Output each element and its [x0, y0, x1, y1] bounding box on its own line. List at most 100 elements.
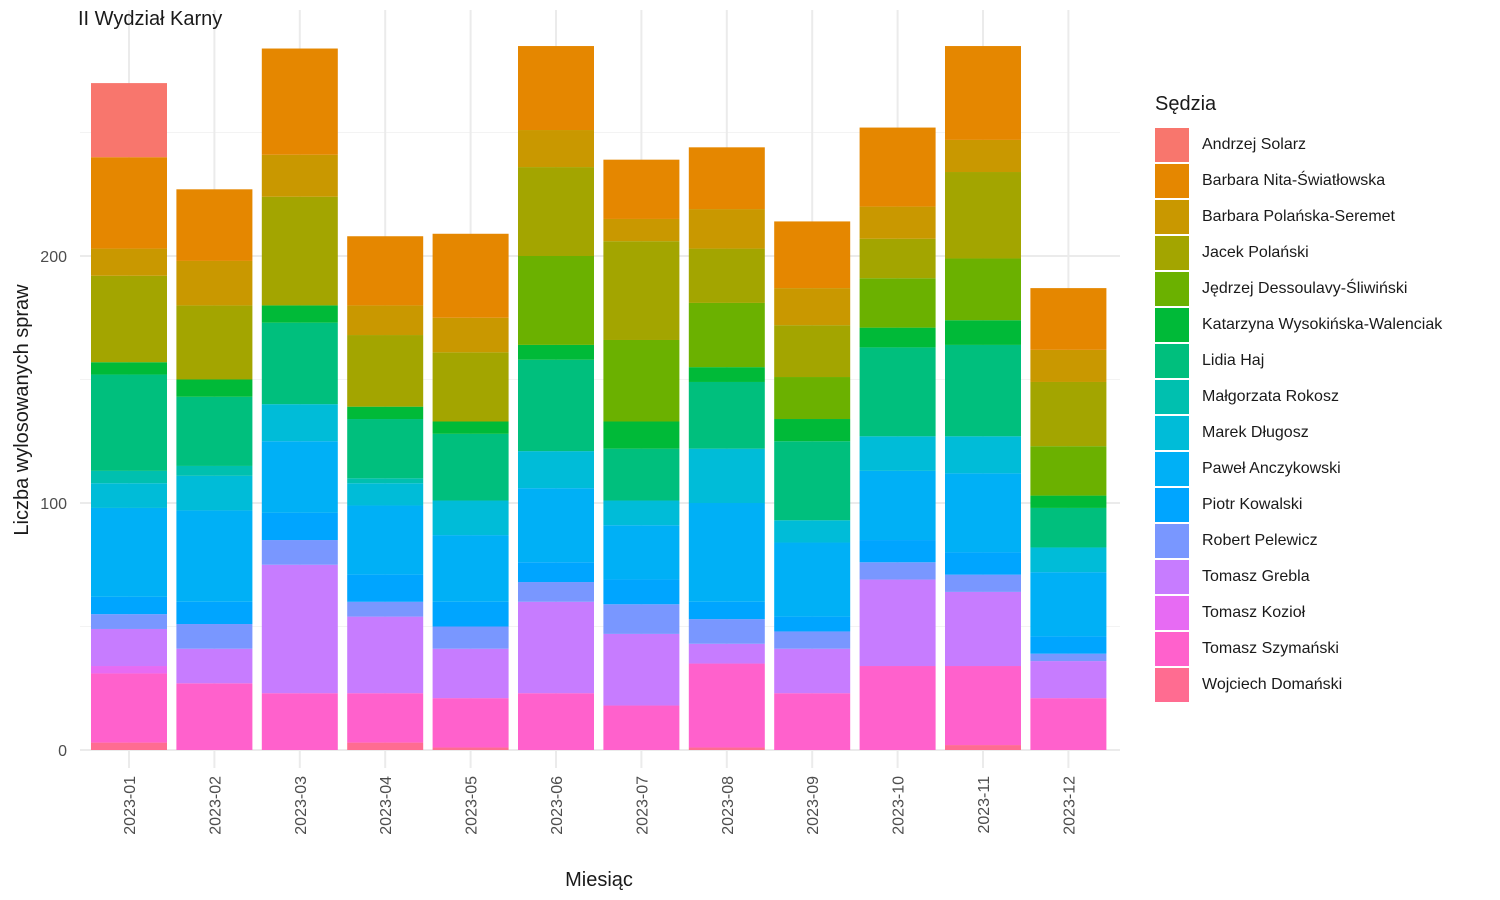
bar-segment: [945, 591, 1021, 667]
bar-segment: [774, 648, 851, 694]
legend-key: [1155, 524, 1189, 558]
bar-segment: [176, 396, 253, 466]
bar-segment: [91, 673, 167, 743]
y-axis-ticks: 0 100 200: [40, 249, 67, 760]
bar-segment: [603, 448, 680, 501]
legend-label: Lidia Haj: [1202, 352, 1265, 369]
bar-segment: [432, 747, 509, 750]
legend-item: Lidia Haj: [1155, 343, 1264, 379]
bar-segment: [859, 579, 936, 667]
bar-segment: [347, 601, 424, 617]
bar-segment: [603, 500, 680, 526]
legend-item: Katarzyna Wysokińska-Walenciak: [1155, 307, 1442, 343]
bar-segment: [774, 631, 851, 649]
legend-label: Paweł Anczykowski: [1202, 460, 1341, 477]
bar-segment: [347, 742, 424, 750]
x-tick-label: 2023-01: [122, 776, 139, 835]
legend-item: Paweł Anczykowski: [1155, 451, 1341, 487]
bar-segment: [859, 127, 936, 207]
legend-item: Piotr Kowalski: [1155, 487, 1302, 523]
x-tick-label: 2023-12: [1061, 776, 1078, 835]
bar-segment: [774, 693, 851, 750]
bar-segment: [347, 505, 424, 575]
bar-segment: [945, 139, 1021, 173]
bar-segment: [859, 666, 936, 750]
bar-segment: [176, 379, 253, 397]
bar-segment: [688, 747, 765, 750]
bar-segment: [945, 320, 1021, 345]
legend-label: Marek Długosz: [1202, 424, 1309, 441]
legend-item: Marek Długosz: [1155, 415, 1309, 451]
legend-item: Jacek Polański: [1155, 235, 1309, 271]
x-tick-label: 2023-07: [634, 776, 651, 835]
legend-key: [1155, 452, 1189, 486]
legend-item: Tomasz Kozioł: [1155, 595, 1305, 631]
bar-segment: [176, 510, 253, 602]
bar-segment: [774, 377, 851, 420]
bar-segment: [859, 238, 936, 279]
bar-segment: [176, 475, 253, 511]
bar-segment: [688, 248, 765, 303]
bar-segment: [688, 619, 765, 644]
bar-segment: [688, 601, 765, 620]
bar-segment: [176, 465, 253, 476]
bar-segment: [603, 579, 680, 605]
legend-key: [1155, 596, 1189, 630]
bar-segment: [347, 406, 424, 420]
bar-segment: [91, 507, 167, 597]
bar-segment: [518, 601, 594, 694]
bar-segment: [774, 221, 851, 289]
bar-segment: [1030, 653, 1107, 662]
bar-segment: [1030, 349, 1107, 382]
bar-segment: [774, 616, 851, 632]
bar-segment: [945, 745, 1021, 750]
legend-key: [1155, 416, 1189, 450]
legend-label: Barbara Nita-Światłowska: [1202, 172, 1386, 189]
bar-segment: [603, 421, 680, 449]
bar-segment: [261, 512, 338, 541]
legend-item: Jędrzej Dessoulavy-Śliwiński: [1155, 271, 1407, 307]
x-tick-label: 2023-08: [720, 776, 737, 835]
legend-label: Wojciech Domański: [1202, 676, 1343, 693]
bar-segment: [1030, 495, 1107, 508]
bar-segment: [774, 288, 851, 326]
bar-segment: [518, 359, 594, 452]
bar-segment: [859, 206, 936, 239]
legend-label: Barbara Polańska-Seremet: [1202, 208, 1395, 225]
legend-label: Tomasz Kozioł: [1202, 604, 1306, 621]
bar-segment: [1030, 288, 1107, 350]
bar-segment: [432, 352, 509, 422]
legend-item: Andrzej Solarz: [1155, 127, 1306, 163]
y-axis-label: Liczba wylosowanych spraw: [11, 284, 33, 536]
bar-segment: [176, 189, 253, 261]
bar-segment: [945, 258, 1021, 321]
bar-segment: [432, 500, 509, 536]
legend-key: [1155, 344, 1189, 378]
x-axis-ticks: 2023-01 2023-02 2023-03 2023-04 2023-05 2023-…: [122, 776, 1078, 835]
bar-segment: [347, 335, 424, 407]
bar-segment: [91, 628, 167, 667]
bar-segment: [945, 344, 1021, 437]
bar-segment: [91, 362, 167, 375]
legend-label: Piotr Kowalski: [1202, 496, 1303, 513]
bar-segment: [91, 596, 167, 615]
bar-segment: [859, 347, 936, 437]
legend-item: Wojciech Domański: [1155, 667, 1342, 703]
bar-segment: [945, 436, 1021, 474]
legend-key: [1155, 560, 1189, 594]
bar-segment: [518, 256, 594, 345]
bar-segment: [774, 542, 851, 617]
bar-segment: [518, 582, 594, 602]
bar-segment: [518, 130, 594, 168]
legend-label: Katarzyna Wysokińska-Walenciak: [1202, 316, 1443, 333]
legend-key: [1155, 200, 1189, 234]
y-tick-label: 200: [40, 249, 67, 266]
legend-item: Małgorzata Rokosz: [1155, 379, 1339, 415]
legend-label: Andrzej Solarz: [1202, 136, 1307, 153]
bar-segment: [859, 436, 936, 471]
legend-key: [1155, 164, 1189, 198]
bar-segment: [603, 339, 680, 422]
bar-segment: [432, 535, 509, 602]
bar-segment: [261, 404, 338, 442]
legend-key: [1155, 272, 1189, 306]
